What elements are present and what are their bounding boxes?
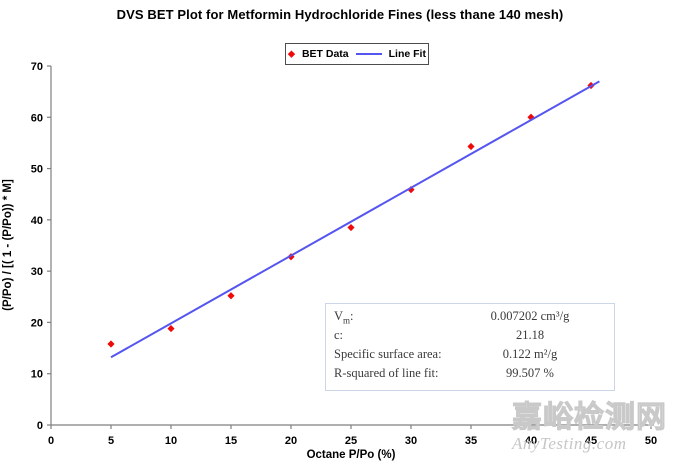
x-tick-label: 10: [165, 435, 177, 447]
y-tick-label: 50: [31, 164, 43, 176]
stat-value-c: 21.18: [515, 328, 545, 343]
chart-title: DVS BET Plot for Metformin Hydrochloride…: [116, 7, 564, 22]
stat-label-c: c:: [334, 328, 344, 343]
y-axis-title: (P/Po) / [( 1 - (P/Po)) * M]: [2, 179, 14, 311]
stat-label-vm: Vm:: [334, 309, 354, 326]
x-tick-label: 30: [405, 435, 417, 447]
x-tick-label: 15: [225, 435, 237, 447]
stat-value-ssa: 0.122 m²/g: [502, 347, 558, 362]
y-tick-label: 70: [31, 61, 43, 73]
stats-box: Vm: 0.007202 cm³/g c: 21.18 Specific sur…: [325, 303, 615, 392]
fit-line: [110, 80, 600, 359]
y-tick-label: 60: [31, 112, 43, 124]
x-tick-label: 25: [345, 435, 357, 447]
y-tick-label: 0: [37, 420, 43, 432]
stat-label-rsquared: R-squared of line fit:: [334, 366, 439, 381]
x-tick-label: 35: [465, 435, 477, 447]
y-tick-label: 40: [31, 215, 43, 227]
y-tick-label: 10: [31, 369, 43, 381]
y-tick-label: 20: [31, 317, 43, 329]
data-point: [467, 142, 475, 151]
stats-row: Specific surface area: 0.122 m²/g: [334, 346, 606, 365]
bet-data-diamond-icon: ◆: [288, 48, 295, 58]
stat-label-ssa: Specific surface area:: [334, 347, 442, 362]
stats-row: R-squared of line fit: 99.507 %: [334, 365, 606, 384]
stat-value-vm: 0.007202 cm³/g: [490, 309, 570, 323]
data-point: [107, 340, 115, 348]
x-tick-label: 20: [285, 435, 297, 447]
data-point: [227, 292, 235, 300]
data-point: [347, 223, 355, 232]
y-tick-label: 30: [31, 266, 43, 278]
line-fit-line-icon: [355, 53, 382, 55]
legend-label-line-fit: Line Fit: [388, 48, 426, 60]
stat-value-rsquared: 99.507 %: [506, 366, 554, 381]
x-tick-label: 5: [108, 435, 114, 447]
x-tick-label: 50: [645, 435, 657, 447]
data-point: [167, 324, 175, 333]
x-tick-label: 0: [48, 435, 54, 447]
stats-row: Vm: 0.007202 cm³/g: [334, 308, 606, 327]
x-axis-title: Octane P/Po (%): [306, 449, 396, 461]
stats-row: c: 21.18: [334, 327, 606, 346]
legend: ◆ BET Data Line Fit: [285, 43, 429, 65]
x-tick-label: 40: [525, 435, 537, 447]
legend-label-bet-data: BET Data: [301, 48, 349, 60]
x-tick-label: 45: [585, 435, 597, 447]
